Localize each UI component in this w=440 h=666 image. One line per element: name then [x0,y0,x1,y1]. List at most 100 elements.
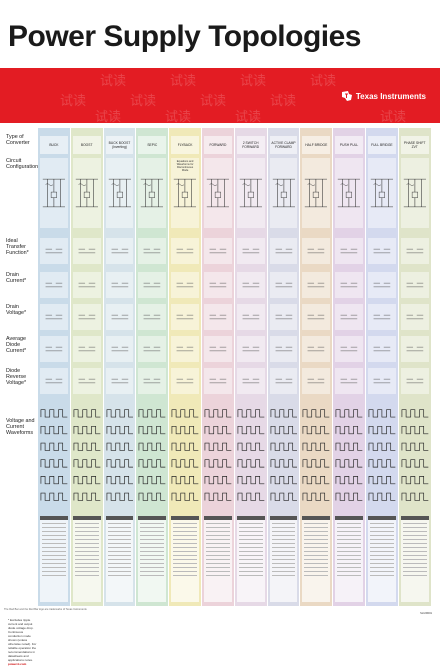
watermark: 试读 [130,94,157,109]
waveform-trace-icon [335,409,363,501]
column-forward: FORWARD [202,128,234,606]
row-label: Average Diode Current* [6,336,27,354]
formula-glyph-icon [307,346,325,352]
row-label: Type of Converter [6,134,30,146]
equation-cell [40,304,68,330]
equation-cell [40,272,68,298]
formula-glyph-icon [242,378,260,384]
circuit-diagram [40,158,68,228]
equation-cell [335,238,363,264]
application-note-line [238,523,263,524]
row-labels: Type of Converter Circuit Configuration … [4,128,39,606]
application-notes-box [368,516,396,602]
equation-cell [138,272,167,298]
equation-cell [138,368,167,394]
application-note-line [402,531,427,532]
application-note-line [370,559,394,560]
equation-cell [302,272,331,298]
footnote-text: * Excludes ripple current and output dio… [8,618,37,662]
application-note-line [74,575,99,576]
waveform-panel [237,400,265,512]
footnote: * Excludes ripple current and output dio… [8,618,38,666]
formula-glyph-icon [275,378,292,384]
application-notes-box [171,516,199,602]
equation-cell [302,336,331,362]
application-note-line [206,539,230,540]
column-header: FULL BRIDGE [368,136,396,154]
waveform-trace-icon [171,409,199,501]
application-note-line [337,571,361,572]
formula-glyph-icon [45,282,63,288]
application-note-line [337,539,361,540]
column-buck-boost-inverting-: BUCK BOOST (Inverting) [103,128,136,606]
row-label: Voltage and Current Waveforms [6,418,35,436]
application-note-line [74,539,99,540]
equation-cell [138,336,167,362]
application-note-line [304,567,329,568]
equation-cell [335,272,363,298]
equation-cell [302,368,331,394]
application-note-line [402,563,427,564]
application-note-line [271,539,296,540]
application-note-line [107,575,132,576]
circuit-diagram [269,158,298,228]
application-note-line [370,571,394,572]
application-note-line [402,571,427,572]
application-note-line [402,567,427,568]
equation-cell [368,368,396,394]
application-note-line [304,571,329,572]
application-note-line [206,531,230,532]
watermark: 试读 [60,94,87,109]
equation-cell [72,336,101,362]
circuit-diagram [138,158,167,228]
waveform-panel [401,400,429,512]
application-note-line [74,567,99,568]
column-phase-shift-zvt: PHASE SHIFT ZVT [398,128,431,606]
application-notes-box [204,516,232,602]
application-note-line [173,535,197,536]
application-note-line [402,559,427,560]
equation-cell [171,336,199,362]
application-note-line [42,523,66,524]
equation-cell [236,336,265,362]
topology-table: Type of Converter Circuit Configuration … [4,128,432,666]
formula-glyph-icon [373,378,391,384]
formula-glyph-icon [340,248,358,254]
column-flyback: FLYBACK Equations and Waveforms for Disco… [169,128,201,606]
application-note-line [206,547,230,548]
application-note-line [304,559,329,560]
waveform-panel [335,400,363,512]
formula-glyph-icon [111,314,128,320]
formula-glyph-icon [373,346,391,352]
circuit-schematic-icon [272,178,295,208]
circuit-diagram [204,158,232,228]
equation-cell [269,336,298,362]
application-note-line [42,531,66,532]
waveform-trace-icon [106,409,133,501]
application-note-line [238,547,263,548]
application-note-line [107,539,132,540]
equation-cell [204,368,232,394]
application-note-line [42,551,66,552]
waveform-trace-icon [204,409,232,501]
circuit-schematic-icon [403,178,426,208]
application-note-line [337,547,361,548]
formula-glyph-icon [176,378,194,384]
application-note-line [271,571,296,572]
application-note-line [370,527,394,528]
application-note-line [238,535,263,536]
waveform-panel [368,400,396,512]
waveform-panel [40,400,68,512]
equation-cell [138,304,167,330]
application-note-line [271,547,296,548]
application-note-line [402,523,427,524]
equation-cell [335,368,363,394]
row-label: Circuit Configuration [6,158,39,170]
footnote-link[interactable]: power.ti.com [8,662,27,666]
formula-glyph-icon [242,248,260,254]
formula-glyph-icon [111,378,128,384]
row-label: Diode Reverse Voltage* [6,368,27,386]
equation-cell [105,368,134,394]
application-note-line [140,559,165,560]
application-note-line [304,527,329,528]
